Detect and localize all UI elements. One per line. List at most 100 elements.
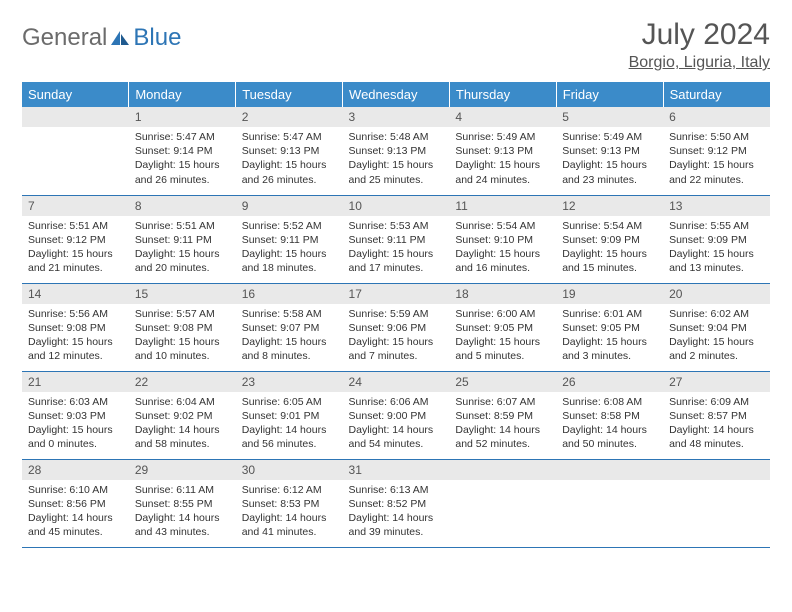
calendar-day-cell: 2Sunrise: 5:47 AMSunset: 9:13 PMDaylight… (236, 107, 343, 195)
calendar-week-row: 21Sunrise: 6:03 AMSunset: 9:03 PMDayligh… (22, 371, 770, 459)
calendar-day-cell: 4Sunrise: 5:49 AMSunset: 9:13 PMDaylight… (449, 107, 556, 195)
day-number: 26 (556, 372, 663, 392)
weekday-header-row: Sunday Monday Tuesday Wednesday Thursday… (22, 82, 770, 107)
calendar-day-cell: 31Sunrise: 6:13 AMSunset: 8:52 PMDayligh… (343, 459, 450, 547)
weekday-header: Saturday (663, 82, 770, 107)
calendar-day-cell: 9Sunrise: 5:52 AMSunset: 9:11 PMDaylight… (236, 195, 343, 283)
page-header: General Blue July 2024 Borgio, Liguria, … (22, 18, 770, 72)
day-number: 3 (343, 107, 450, 127)
brand-part1: General (22, 24, 107, 52)
day-content: Sunrise: 5:56 AMSunset: 9:08 PMDaylight:… (22, 304, 129, 370)
day-content: Sunrise: 6:11 AMSunset: 8:55 PMDaylight:… (129, 480, 236, 546)
day-number: 21 (22, 372, 129, 392)
calendar-day-cell: 27Sunrise: 6:09 AMSunset: 8:57 PMDayligh… (663, 371, 770, 459)
calendar-week-row: 1Sunrise: 5:47 AMSunset: 9:14 PMDaylight… (22, 107, 770, 195)
day-content: Sunrise: 6:07 AMSunset: 8:59 PMDaylight:… (449, 392, 556, 458)
day-number: 4 (449, 107, 556, 127)
day-number: 16 (236, 284, 343, 304)
day-content: Sunrise: 6:05 AMSunset: 9:01 PMDaylight:… (236, 392, 343, 458)
calendar-day-cell (22, 107, 129, 195)
calendar-day-cell: 17Sunrise: 5:59 AMSunset: 9:06 PMDayligh… (343, 283, 450, 371)
calendar-day-cell: 18Sunrise: 6:00 AMSunset: 9:05 PMDayligh… (449, 283, 556, 371)
calendar-table: Sunday Monday Tuesday Wednesday Thursday… (22, 82, 770, 548)
day-content: Sunrise: 5:47 AMSunset: 9:14 PMDaylight:… (129, 127, 236, 193)
weekday-header: Friday (556, 82, 663, 107)
calendar-week-row: 28Sunrise: 6:10 AMSunset: 8:56 PMDayligh… (22, 459, 770, 547)
day-number (556, 460, 663, 480)
calendar-day-cell: 29Sunrise: 6:11 AMSunset: 8:55 PMDayligh… (129, 459, 236, 547)
weekday-header: Sunday (22, 82, 129, 107)
day-number: 2 (236, 107, 343, 127)
day-number: 13 (663, 196, 770, 216)
calendar-day-cell: 24Sunrise: 6:06 AMSunset: 9:00 PMDayligh… (343, 371, 450, 459)
calendar-day-cell: 28Sunrise: 6:10 AMSunset: 8:56 PMDayligh… (22, 459, 129, 547)
calendar-day-cell: 23Sunrise: 6:05 AMSunset: 9:01 PMDayligh… (236, 371, 343, 459)
day-content: Sunrise: 5:52 AMSunset: 9:11 PMDaylight:… (236, 216, 343, 282)
day-content: Sunrise: 6:04 AMSunset: 9:02 PMDaylight:… (129, 392, 236, 458)
weekday-header: Thursday (449, 82, 556, 107)
day-number: 9 (236, 196, 343, 216)
day-number: 25 (449, 372, 556, 392)
weekday-header: Tuesday (236, 82, 343, 107)
day-content: Sunrise: 5:55 AMSunset: 9:09 PMDaylight:… (663, 216, 770, 282)
calendar-day-cell: 26Sunrise: 6:08 AMSunset: 8:58 PMDayligh… (556, 371, 663, 459)
calendar-day-cell: 14Sunrise: 5:56 AMSunset: 9:08 PMDayligh… (22, 283, 129, 371)
calendar-week-row: 7Sunrise: 5:51 AMSunset: 9:12 PMDaylight… (22, 195, 770, 283)
calendar-day-cell (449, 459, 556, 547)
day-number: 10 (343, 196, 450, 216)
day-number: 17 (343, 284, 450, 304)
calendar-week-row: 14Sunrise: 5:56 AMSunset: 9:08 PMDayligh… (22, 283, 770, 371)
calendar-day-cell: 1Sunrise: 5:47 AMSunset: 9:14 PMDaylight… (129, 107, 236, 195)
calendar-day-cell: 3Sunrise: 5:48 AMSunset: 9:13 PMDaylight… (343, 107, 450, 195)
day-content: Sunrise: 5:49 AMSunset: 9:13 PMDaylight:… (449, 127, 556, 193)
day-number: 23 (236, 372, 343, 392)
calendar-day-cell (663, 459, 770, 547)
weekday-header: Monday (129, 82, 236, 107)
calendar-day-cell: 19Sunrise: 6:01 AMSunset: 9:05 PMDayligh… (556, 283, 663, 371)
day-content: Sunrise: 5:48 AMSunset: 9:13 PMDaylight:… (343, 127, 450, 193)
day-content: Sunrise: 6:02 AMSunset: 9:04 PMDaylight:… (663, 304, 770, 370)
day-content: Sunrise: 6:13 AMSunset: 8:52 PMDaylight:… (343, 480, 450, 546)
day-number: 29 (129, 460, 236, 480)
brand-logo: General Blue (22, 24, 181, 52)
day-content: Sunrise: 5:49 AMSunset: 9:13 PMDaylight:… (556, 127, 663, 193)
day-number: 12 (556, 196, 663, 216)
day-content: Sunrise: 6:09 AMSunset: 8:57 PMDaylight:… (663, 392, 770, 458)
day-number (663, 460, 770, 480)
day-content: Sunrise: 5:57 AMSunset: 9:08 PMDaylight:… (129, 304, 236, 370)
calendar-day-cell: 22Sunrise: 6:04 AMSunset: 9:02 PMDayligh… (129, 371, 236, 459)
day-number: 1 (129, 107, 236, 127)
calendar-day-cell: 15Sunrise: 5:57 AMSunset: 9:08 PMDayligh… (129, 283, 236, 371)
day-content: Sunrise: 6:10 AMSunset: 8:56 PMDaylight:… (22, 480, 129, 546)
calendar-day-cell: 6Sunrise: 5:50 AMSunset: 9:12 PMDaylight… (663, 107, 770, 195)
day-number: 7 (22, 196, 129, 216)
location-label: Borgio, Liguria, Italy (629, 54, 770, 72)
day-content: Sunrise: 6:12 AMSunset: 8:53 PMDaylight:… (236, 480, 343, 546)
title-block: July 2024 Borgio, Liguria, Italy (629, 18, 770, 72)
day-number: 28 (22, 460, 129, 480)
calendar-day-cell (556, 459, 663, 547)
calendar-day-cell: 13Sunrise: 5:55 AMSunset: 9:09 PMDayligh… (663, 195, 770, 283)
sail-icon (109, 29, 131, 47)
day-number: 8 (129, 196, 236, 216)
day-number: 14 (22, 284, 129, 304)
day-content: Sunrise: 6:01 AMSunset: 9:05 PMDaylight:… (556, 304, 663, 370)
day-number: 18 (449, 284, 556, 304)
day-number: 20 (663, 284, 770, 304)
day-content: Sunrise: 5:54 AMSunset: 9:09 PMDaylight:… (556, 216, 663, 282)
calendar-day-cell: 7Sunrise: 5:51 AMSunset: 9:12 PMDaylight… (22, 195, 129, 283)
calendar-day-cell: 8Sunrise: 5:51 AMSunset: 9:11 PMDaylight… (129, 195, 236, 283)
day-content: Sunrise: 5:54 AMSunset: 9:10 PMDaylight:… (449, 216, 556, 282)
day-number: 19 (556, 284, 663, 304)
day-number: 27 (663, 372, 770, 392)
calendar-day-cell: 11Sunrise: 5:54 AMSunset: 9:10 PMDayligh… (449, 195, 556, 283)
day-content: Sunrise: 6:08 AMSunset: 8:58 PMDaylight:… (556, 392, 663, 458)
day-content: Sunrise: 5:51 AMSunset: 9:12 PMDaylight:… (22, 216, 129, 282)
day-content: Sunrise: 5:59 AMSunset: 9:06 PMDaylight:… (343, 304, 450, 370)
day-content: Sunrise: 6:06 AMSunset: 9:00 PMDaylight:… (343, 392, 450, 458)
day-content: Sunrise: 5:50 AMSunset: 9:12 PMDaylight:… (663, 127, 770, 193)
day-content: Sunrise: 5:53 AMSunset: 9:11 PMDaylight:… (343, 216, 450, 282)
day-number: 31 (343, 460, 450, 480)
day-content: Sunrise: 5:58 AMSunset: 9:07 PMDaylight:… (236, 304, 343, 370)
day-content: Sunrise: 5:47 AMSunset: 9:13 PMDaylight:… (236, 127, 343, 193)
